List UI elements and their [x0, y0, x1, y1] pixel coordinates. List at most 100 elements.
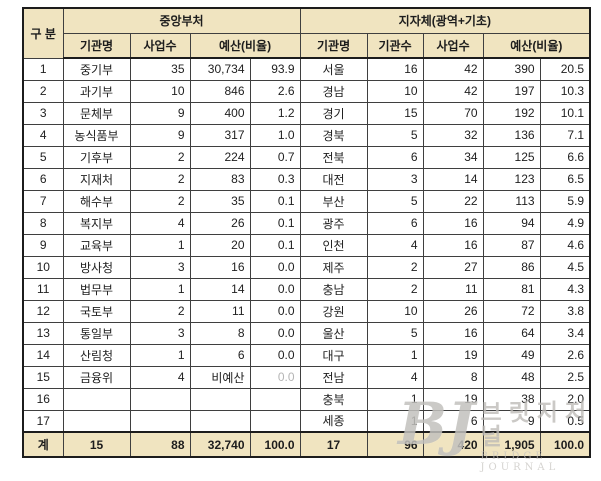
central-biz-count: 3 [129, 255, 191, 279]
local-org-count: 5 [366, 189, 424, 213]
central-ratio: 0.0 [249, 343, 301, 367]
local-org-name: 충남 [299, 277, 368, 301]
local-ratio: 4.3 [539, 277, 591, 301]
central-biz-count [129, 387, 191, 411]
central-ratio: 0.0 [249, 365, 301, 389]
row-no: 12 [22, 299, 64, 323]
budget-table: 구 분 중앙부처 지자체(광역+기초) 기관명 사업수 예산(비율) 기관명 기… [22, 7, 592, 458]
col-header-central-biz-count: 사업수 [129, 32, 191, 59]
local-org-count: 1 [366, 409, 424, 433]
table-row: 11 법무부 1 14 0.0 충남 2 11 81 4.3 [22, 277, 591, 301]
central-ratio: 2.6 [249, 79, 301, 103]
row-no: 15 [22, 365, 64, 389]
local-org-count: 3 [366, 167, 424, 191]
local-biz-count: 26 [422, 299, 484, 323]
col-header-local-org-count: 기관수 [366, 32, 424, 59]
central-ratio: 0.1 [249, 211, 301, 235]
local-biz-count: 42 [422, 57, 484, 81]
central-org-name: 방사청 [62, 255, 131, 279]
local-biz-count: 42 [422, 79, 484, 103]
row-no: 3 [22, 101, 64, 125]
table-row: 2 과기부 10 846 2.6 경남 10 42 197 10.3 [22, 79, 591, 103]
central-org-name: 해수부 [62, 189, 131, 213]
central-biz-count: 9 [129, 123, 191, 147]
central-biz-count: 1 [129, 343, 191, 367]
total-local-budget: 1,905 [482, 431, 541, 458]
central-budget: 83 [189, 167, 251, 191]
local-biz-count: 19 [422, 343, 484, 367]
row-no: 5 [22, 145, 64, 169]
central-org-name: 중기부 [62, 57, 131, 81]
local-org-name: 충북 [299, 387, 368, 411]
local-budget: 94 [482, 211, 541, 235]
central-biz-count: 2 [129, 189, 191, 213]
local-org-name: 대구 [299, 343, 368, 367]
central-biz-count: 2 [129, 299, 191, 323]
row-no: 1 [22, 57, 64, 81]
local-org-count: 2 [366, 277, 424, 301]
table-footer: 계 15 88 32,740 100.0 17 96 420 1,905 100… [22, 431, 591, 458]
col-header-local-budget-ratio: 예산(비율) [482, 32, 591, 59]
central-org-name: 지재처 [62, 167, 131, 191]
local-org-count: 2 [366, 255, 424, 279]
table-row: 14 산림청 1 6 0.0 대구 1 19 49 2.6 [22, 343, 591, 367]
local-budget: 49 [482, 343, 541, 367]
central-org-name: 기후부 [62, 145, 131, 169]
total-local-org-count: 96 [366, 431, 424, 458]
central-budget: 8 [189, 321, 251, 345]
total-central-ratio: 100.0 [249, 431, 301, 458]
local-biz-count: 14 [422, 167, 484, 191]
local-budget: 192 [482, 101, 541, 125]
table-row: 13 통일부 3 8 0.0 울산 5 16 64 3.4 [22, 321, 591, 345]
central-org-name [62, 387, 131, 411]
central-budget: 14 [189, 277, 251, 301]
local-biz-count: 32 [422, 123, 484, 147]
local-ratio: 3.4 [539, 321, 591, 345]
row-no: 14 [22, 343, 64, 367]
row-no: 13 [22, 321, 64, 345]
local-org-name: 경북 [299, 123, 368, 147]
table-row: 12 국토부 2 11 0.0 강원 10 26 72 3.8 [22, 299, 591, 323]
total-local-biz-count: 420 [422, 431, 484, 458]
total-central-budget: 32,740 [189, 431, 251, 458]
total-local-ratio: 100.0 [539, 431, 591, 458]
central-budget [189, 387, 251, 411]
central-budget: 비예산 [189, 365, 251, 389]
local-org-name: 경남 [299, 79, 368, 103]
local-org-name: 전북 [299, 145, 368, 169]
local-budget: 48 [482, 365, 541, 389]
local-budget: 81 [482, 277, 541, 301]
local-org-name: 울산 [299, 321, 368, 345]
local-ratio: 6.6 [539, 145, 591, 169]
col-group-central: 중앙부처 [62, 7, 301, 34]
local-ratio: 2.0 [539, 387, 591, 411]
table-row: 7 해수부 2 35 0.1 부산 5 22 113 5.9 [22, 189, 591, 213]
central-budget: 20 [189, 233, 251, 257]
local-biz-count: 27 [422, 255, 484, 279]
central-org-name: 통일부 [62, 321, 131, 345]
central-budget: 317 [189, 123, 251, 147]
local-org-count: 5 [366, 123, 424, 147]
central-biz-count: 4 [129, 211, 191, 235]
total-central-biz-count: 88 [129, 431, 191, 458]
col-header-central-budget-ratio: 예산(비율) [189, 32, 301, 59]
col-header-gubun: 구 분 [22, 7, 64, 59]
table-row: 5 기후부 2 224 0.7 전북 6 34 125 6.6 [22, 145, 591, 169]
central-biz-count: 1 [129, 233, 191, 257]
table-row: 4 농식품부 9 317 1.0 경북 5 32 136 7.1 [22, 123, 591, 147]
local-org-name: 경기 [299, 101, 368, 125]
central-budget: 11 [189, 299, 251, 323]
local-ratio: 5.9 [539, 189, 591, 213]
table-header: 구 분 중앙부처 지자체(광역+기초) 기관명 사업수 예산(비율) 기관명 기… [22, 7, 591, 59]
row-no: 9 [22, 233, 64, 257]
local-ratio: 7.1 [539, 123, 591, 147]
local-budget: 87 [482, 233, 541, 257]
central-budget: 30,734 [189, 57, 251, 81]
local-budget: 197 [482, 79, 541, 103]
table-row: 17 세종 1 6 9 0.5 [22, 409, 591, 433]
local-ratio: 4.5 [539, 255, 591, 279]
row-no: 10 [22, 255, 64, 279]
central-budget [189, 409, 251, 433]
local-org-count: 10 [366, 299, 424, 323]
local-org-count: 10 [366, 79, 424, 103]
